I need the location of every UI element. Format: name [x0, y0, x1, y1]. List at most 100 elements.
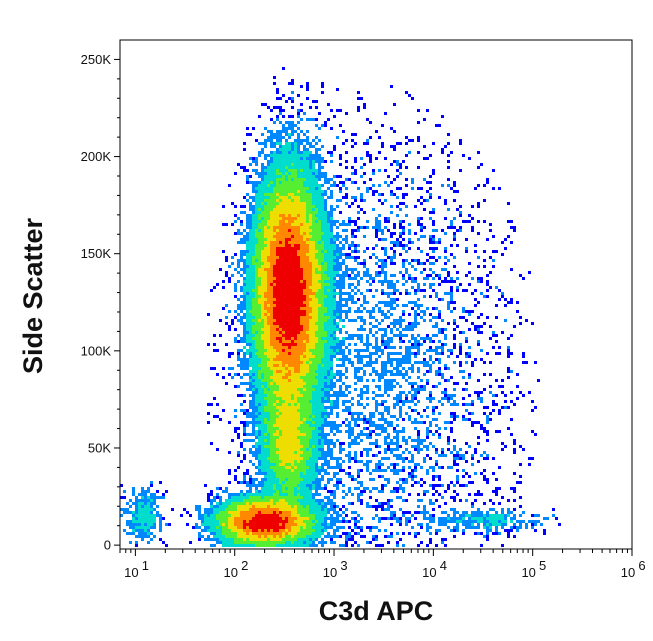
density-cell: [279, 406, 282, 409]
density-cell: [354, 343, 357, 346]
density-cell: [300, 460, 303, 463]
density-cell: [300, 172, 303, 175]
density-cell: [258, 340, 261, 343]
density-cell: [351, 298, 354, 301]
density-cell: [240, 541, 243, 544]
density-cell: [333, 331, 336, 334]
density-cell: [333, 394, 336, 397]
density-cell: [318, 346, 321, 349]
density-cell: [309, 445, 312, 448]
density-cell: [246, 235, 249, 238]
density-cell: [273, 160, 276, 163]
density-cell: [285, 160, 288, 163]
density-cell: [345, 544, 348, 547]
density-cell: [321, 283, 324, 286]
density-cell: [327, 337, 330, 340]
density-cell: [255, 424, 258, 427]
density-cell: [255, 535, 258, 538]
density-cell: [309, 244, 312, 247]
density-cell: [270, 514, 273, 517]
density-cell: [324, 304, 327, 307]
density-cell: [318, 532, 321, 535]
density-cell: [279, 334, 282, 337]
density-cell: [270, 226, 273, 229]
density-cell: [318, 535, 321, 538]
density-cell: [210, 520, 213, 523]
density-cell: [288, 157, 291, 160]
density-cell: [318, 238, 321, 241]
density-cell: [297, 367, 300, 370]
density-cell: [147, 490, 150, 493]
density-cell: [303, 379, 306, 382]
density-cell: [123, 490, 126, 493]
density-cell: [252, 523, 255, 526]
density-cell: [324, 541, 327, 544]
density-cell: [249, 340, 252, 343]
density-cell: [297, 292, 300, 295]
density-cell: [264, 502, 267, 505]
density-cell: [270, 424, 273, 427]
density-cell: [327, 262, 330, 265]
density-cell: [342, 364, 345, 367]
density-cell: [276, 508, 279, 511]
density-cell: [297, 220, 300, 223]
density-cell: [354, 517, 357, 520]
density-cell: [324, 379, 327, 382]
density-cell: [273, 217, 276, 220]
density-cell: [327, 517, 330, 520]
density-cell: [234, 535, 237, 538]
density-cell: [327, 454, 330, 457]
density-cell: [279, 367, 282, 370]
density-cell: [291, 271, 294, 274]
density-cell: [327, 361, 330, 364]
density-cell: [330, 193, 333, 196]
density-cell: [342, 403, 345, 406]
density-cell: [300, 454, 303, 457]
density-cell: [354, 355, 357, 358]
density-cell: [327, 463, 330, 466]
density-cell: [294, 322, 297, 325]
density-cell: [261, 538, 264, 541]
density-cell: [276, 535, 279, 538]
density-cell: [327, 397, 330, 400]
density-cell: [264, 529, 267, 532]
density-cell: [300, 175, 303, 178]
density-cell: [258, 250, 261, 253]
density-cell: [285, 463, 288, 466]
density-cell: [246, 262, 249, 265]
density-cell: [270, 280, 273, 283]
density-cell: [264, 175, 267, 178]
density-cell: [276, 448, 279, 451]
density-cell: [270, 367, 273, 370]
density-cell: [324, 349, 327, 352]
density-cell: [246, 367, 249, 370]
density-cell: [306, 304, 309, 307]
density-cell: [279, 361, 282, 364]
density-cell: [267, 325, 270, 328]
density-cell: [273, 136, 276, 139]
density-cell: [300, 220, 303, 223]
density-cell: [318, 448, 321, 451]
density-cell: [315, 169, 318, 172]
density-cell: [291, 508, 294, 511]
density-cell: [279, 121, 282, 124]
density-cell: [288, 214, 291, 217]
density-cell: [309, 385, 312, 388]
density-cell: [282, 187, 285, 190]
density-cell: [264, 202, 267, 205]
density-cell: [264, 523, 267, 526]
density-cell: [315, 502, 318, 505]
density-cell: [315, 184, 318, 187]
density-cell: [285, 229, 288, 232]
density-cell: [357, 109, 360, 112]
density-cell: [327, 358, 330, 361]
density-cell: [294, 439, 297, 442]
density-cell: [354, 388, 357, 391]
density-cell: [321, 91, 324, 94]
density-cell: [315, 478, 318, 481]
density-cell: [282, 208, 285, 211]
density-cell: [345, 532, 348, 535]
density-cell: [291, 400, 294, 403]
density-cell: [252, 520, 255, 523]
density-cell: [333, 532, 336, 535]
